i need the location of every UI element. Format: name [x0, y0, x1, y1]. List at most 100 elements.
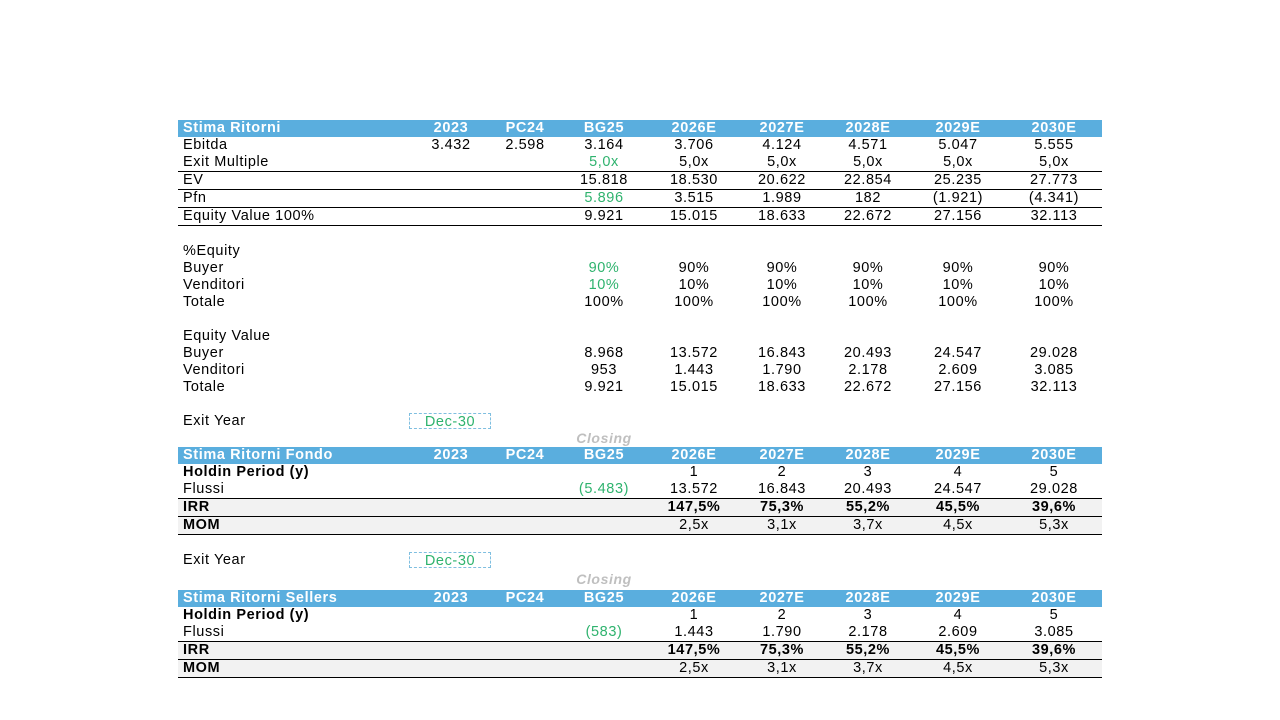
col-header: 2030E [1031, 120, 1077, 136]
cell: 18.633 [758, 379, 806, 395]
cell: 90% [1038, 260, 1070, 276]
cell: 9.921 [584, 208, 624, 224]
cell: 4 [953, 464, 963, 480]
exit-year-input[interactable]: Dec-30 [409, 552, 491, 569]
cell: 90% [852, 260, 884, 276]
closing-row: Closing [178, 430, 1102, 447]
stima-ritorni-sellers-header: Stima Ritorni Sellers 2023 PC24 BG25 202… [178, 590, 1102, 607]
cell: 5 [1049, 464, 1059, 480]
cell: 1.443 [674, 362, 714, 378]
cell: 27.773 [1030, 172, 1078, 188]
exit-year-input[interactable]: Dec-30 [409, 413, 491, 430]
cell: 10% [942, 277, 974, 293]
pct-buyer-row: Buyer 90% 90% 90% 90% 90% 90% [178, 260, 1102, 277]
cell: 182 [855, 190, 881, 206]
row-label: Flussi [183, 624, 225, 640]
cell: 15.015 [670, 379, 718, 395]
col-header: 2030E [1031, 447, 1077, 463]
col-header: 2027E [759, 590, 805, 606]
col-header: PC24 [505, 120, 545, 136]
closing-label: Closing [576, 430, 632, 446]
cell: 8.968 [584, 345, 624, 361]
cell: 22.854 [844, 172, 892, 188]
cell: (583) [585, 624, 623, 640]
cell: 90% [942, 260, 974, 276]
mom-row: MOM 2,5x 3,1x 3,7x 4,5x 5,3x [178, 517, 1102, 535]
row-label: IRR [183, 499, 210, 515]
cell: 25.235 [934, 172, 982, 188]
row-label: Buyer [183, 345, 224, 361]
cell: 10% [678, 277, 710, 293]
cell: 20.493 [844, 481, 892, 497]
col-header: 2029E [935, 447, 981, 463]
cell: 18.633 [758, 208, 806, 224]
cell: 39,6% [1031, 499, 1077, 515]
cell: 13.572 [670, 345, 718, 361]
cell: 2.609 [938, 362, 978, 378]
cell: 90% [588, 260, 620, 276]
cell: 45,5% [935, 642, 981, 658]
cell: 4 [953, 607, 963, 623]
section-title: Stima Ritorni Fondo [183, 447, 333, 463]
cell: 4.571 [848, 137, 888, 153]
cell: 16.843 [758, 345, 806, 361]
equity-value-100-row: Equity Value 100% 9.921 15.015 18.633 22… [178, 208, 1102, 226]
flussi-row: Flussi (583) 1.443 1.790 2.178 2.609 3.0… [178, 624, 1102, 642]
cell: 5,0x [943, 154, 973, 170]
cell: 5,3x [1039, 660, 1069, 676]
cell: (1.921) [932, 190, 984, 206]
pct-equity-title-row: %Equity [178, 243, 1102, 260]
stima-ritorni-fondo-header: Stima Ritorni Fondo 2023 PC24 BG25 2026E… [178, 447, 1102, 464]
cell: 5,0x [589, 154, 619, 170]
cell: 20.622 [758, 172, 806, 188]
cell: 100% [1034, 294, 1074, 310]
cell: 29.028 [1030, 481, 1078, 497]
row-label: Pfn [183, 190, 207, 206]
cell: 3 [863, 607, 873, 623]
cell: 27.156 [934, 208, 982, 224]
col-header: 2029E [935, 120, 981, 136]
spacer [178, 535, 1102, 552]
cell: (5.483) [578, 481, 630, 497]
cell: 2 [777, 464, 787, 480]
cell: 5,0x [853, 154, 883, 170]
cell: 2.609 [938, 624, 978, 640]
cell: 3.164 [584, 137, 624, 153]
row-label: Venditori [183, 362, 245, 378]
cell: 55,2% [845, 642, 891, 658]
spacer [178, 226, 1102, 243]
row-label: Exit Multiple [183, 154, 269, 170]
cell: 1.989 [762, 190, 802, 206]
cell: 55,2% [845, 499, 891, 515]
cell: 24.547 [934, 481, 982, 497]
cell: 75,3% [759, 499, 805, 515]
cell: 29.028 [1030, 345, 1078, 361]
col-header: PC24 [505, 590, 545, 606]
row-label: IRR [183, 642, 210, 658]
cell: 100% [584, 294, 624, 310]
returns-sheet: Stima Ritorni 2023 PC24 BG25 2026E 2027E… [178, 120, 1102, 678]
exit-multiple-row: Exit Multiple 5,0x 5,0x 5,0x 5,0x 5,0x 5… [178, 154, 1102, 172]
cell: 4,5x [943, 517, 973, 533]
row-label: MOM [183, 517, 221, 533]
cell: 13.572 [670, 481, 718, 497]
col-header: 2028E [845, 120, 891, 136]
cell: 20.493 [844, 345, 892, 361]
col-header: BG25 [583, 120, 625, 136]
pct-totale-row: Totale 100% 100% 100% 100% 100% 100% [178, 294, 1102, 311]
exit-year-row: Exit Year Dec-30 [178, 552, 1102, 569]
col-header: 2023 [433, 447, 469, 463]
cell: 3,1x [767, 660, 797, 676]
irr-row: IRR 147,5% 75,3% 55,2% 45,5% 39,6% [178, 499, 1102, 517]
col-header: 2023 [433, 120, 469, 136]
col-header: 2030E [1031, 590, 1077, 606]
exit-year-label: Exit Year [183, 413, 246, 429]
cell: 2,5x [679, 660, 709, 676]
row-label: Buyer [183, 260, 224, 276]
cell: 16.843 [758, 481, 806, 497]
cell: (4.341) [1028, 190, 1080, 206]
col-header: 2026E [671, 590, 717, 606]
cell: 10% [588, 277, 620, 293]
cell: 3,7x [853, 660, 883, 676]
cell: 5,0x [1039, 154, 1069, 170]
